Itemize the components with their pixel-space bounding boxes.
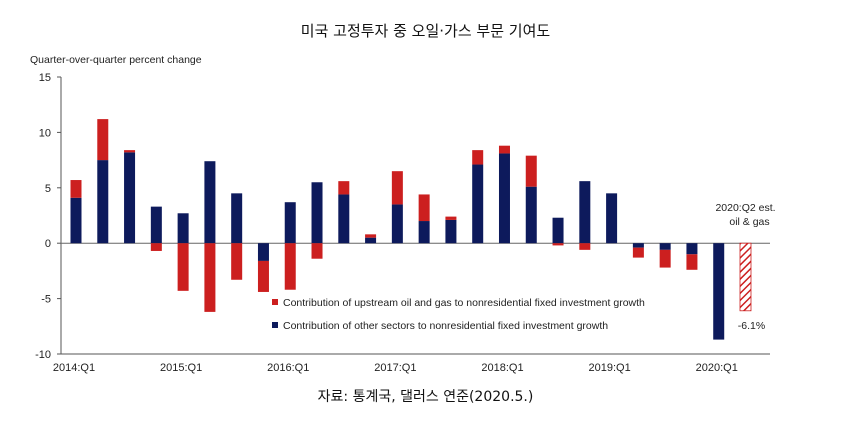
bars bbox=[70, 119, 752, 340]
bar-other-sectors bbox=[70, 197, 82, 244]
bar-other-sectors bbox=[606, 193, 618, 244]
estimate-value-label: -6.1% bbox=[738, 320, 765, 332]
bar-upstream-oil-gas bbox=[391, 171, 403, 205]
legend-swatch-other bbox=[272, 322, 278, 328]
bar-other-sectors bbox=[365, 237, 377, 244]
bar-other-sectors bbox=[257, 243, 269, 261]
bar-other-sectors bbox=[659, 243, 671, 250]
bar-other-sectors bbox=[284, 202, 296, 244]
bar-other-sectors bbox=[552, 217, 564, 244]
bar-other-sectors bbox=[498, 153, 510, 244]
bar-other-sectors bbox=[150, 206, 162, 244]
x-tick-label: 2014:Q1 bbox=[53, 362, 95, 374]
y-tick-label: 15 bbox=[39, 72, 51, 84]
legend-label-other: Contribution of other sectors to nonresi… bbox=[283, 320, 608, 332]
bar-other-sectors bbox=[445, 219, 457, 244]
bar-other-sectors bbox=[204, 161, 216, 244]
bar-other-sectors bbox=[231, 193, 243, 244]
x-tick-label: 2017:Q1 bbox=[374, 362, 416, 374]
legend-label-upstream: Contribution of upstream oil and gas to … bbox=[283, 297, 645, 309]
y-tick-label: 0 bbox=[45, 238, 51, 250]
bar-upstream-oil-gas bbox=[525, 155, 537, 187]
bar-upstream-oil-gas bbox=[632, 247, 644, 258]
bar-upstream-oil-gas bbox=[498, 145, 510, 154]
estimate-annotation-line2: oil & gas bbox=[729, 216, 769, 228]
legend: Contribution of upstream oil and gas to … bbox=[272, 297, 645, 332]
bar-other-sectors bbox=[97, 160, 109, 244]
bar-upstream-oil-gas bbox=[472, 150, 484, 165]
x-tick-label: 2020:Q1 bbox=[696, 362, 738, 374]
bar-other-sectors bbox=[525, 186, 537, 244]
bar-upstream-oil-gas bbox=[150, 243, 162, 251]
bar-upstream-oil-gas bbox=[204, 243, 216, 312]
bar-upstream-oil-gas bbox=[418, 194, 430, 222]
bar-other-sectors bbox=[311, 182, 323, 244]
y-axis-label: Quarter-over-quarter percent change bbox=[30, 54, 202, 66]
x-tick-label: 2019:Q1 bbox=[588, 362, 630, 374]
bar-other-sectors bbox=[338, 194, 350, 244]
bar-other-sectors bbox=[472, 164, 484, 244]
bar-upstream-oil-gas bbox=[552, 243, 564, 246]
bar-upstream-oil-gas bbox=[445, 216, 457, 220]
estimate-annotation-line1: 2020:Q2 est. bbox=[715, 202, 775, 214]
bar-upstream-oil-gas bbox=[686, 254, 698, 270]
bar-upstream-oil-gas bbox=[70, 180, 82, 198]
x-tick-label: 2016:Q1 bbox=[267, 362, 309, 374]
source-note: 자료: 통계국, 댈러스 연준(2020.5.) bbox=[317, 389, 534, 405]
bar-upstream-oil-gas bbox=[659, 249, 671, 268]
bar-other-sectors bbox=[124, 152, 136, 244]
bar-upstream-oil-gas bbox=[231, 243, 243, 280]
bar-other-sectors bbox=[418, 221, 430, 244]
bar-upstream-oil-gas bbox=[579, 243, 591, 250]
x-tick-label: 2015:Q1 bbox=[160, 362, 202, 374]
bar-other-sectors bbox=[177, 213, 189, 244]
bar-other-sectors bbox=[713, 243, 725, 340]
legend-swatch-upstream bbox=[272, 299, 278, 305]
bar-other-sectors bbox=[391, 204, 403, 244]
bar-other-sectors bbox=[686, 243, 698, 255]
bar-estimate-oil-gas bbox=[739, 242, 752, 312]
bar-upstream-oil-gas bbox=[311, 243, 323, 259]
bar-upstream-oil-gas bbox=[365, 234, 377, 238]
annotations: 2020:Q2 est. oil & gas -6.1% bbox=[715, 202, 775, 332]
bar-upstream-oil-gas bbox=[177, 243, 189, 291]
bar-other-sectors bbox=[579, 181, 591, 244]
chart-title: 미국 고정투자 중 오일·가스 부문 기여도 bbox=[300, 22, 551, 40]
bar-other-sectors bbox=[632, 243, 644, 248]
bar-upstream-oil-gas bbox=[97, 119, 109, 161]
bar-upstream-oil-gas bbox=[257, 260, 269, 292]
bar-upstream-oil-gas bbox=[284, 243, 296, 290]
y-tick-label: 10 bbox=[39, 127, 51, 139]
y-tick-label: 5 bbox=[45, 183, 51, 195]
y-tick-label: -10 bbox=[35, 349, 51, 361]
bar-upstream-oil-gas bbox=[124, 150, 136, 153]
x-tick-label: 2018:Q1 bbox=[481, 362, 523, 374]
bar-upstream-oil-gas bbox=[338, 181, 350, 195]
y-tick-label: -5 bbox=[41, 294, 51, 306]
